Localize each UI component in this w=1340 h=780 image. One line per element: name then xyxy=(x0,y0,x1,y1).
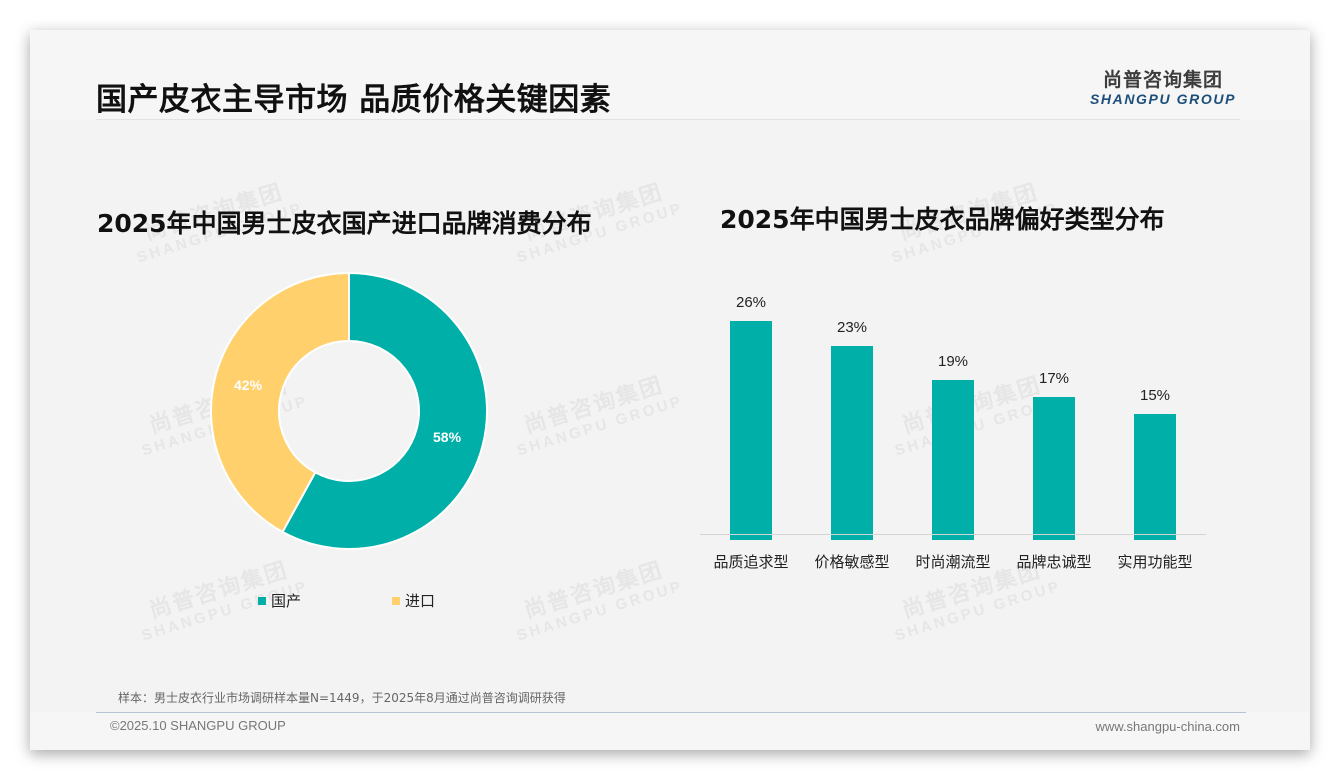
sample-note: 样本：男士皮衣行业市场调研样本量N=1449，于2025年8月通过尚普咨询调研获… xyxy=(118,691,566,705)
slice-label-imported: 42% xyxy=(234,377,263,393)
legend-item-domestic: 国产 xyxy=(258,590,301,611)
bar-value-label: 15% xyxy=(1139,386,1171,404)
donut-slice-domestic xyxy=(281,272,488,550)
bar xyxy=(1033,396,1075,540)
x-axis-line xyxy=(700,534,1206,535)
donut-chart-title: 2025年中国男士皮衣国产进口品牌消费分布 xyxy=(97,209,592,238)
bar-chart-title: 2025年中国男士皮衣品牌偏好类型分布 xyxy=(720,205,1165,234)
x-axis-category-label: 实用功能型 xyxy=(1117,553,1193,571)
bar-value-label: 23% xyxy=(836,319,868,337)
bar-value-label: 17% xyxy=(1038,369,1070,387)
bar xyxy=(932,380,974,540)
bar xyxy=(730,321,772,540)
x-axis-category-label: 品质追求型 xyxy=(713,553,789,571)
page-title: 国产皮衣主导市场 品质价格关键因素 xyxy=(96,82,612,118)
website-link: www.shangpu-china.com xyxy=(1095,719,1240,734)
title-divider xyxy=(96,119,1240,120)
logo-en-text: SHANGPU GROUP xyxy=(1089,91,1237,107)
legend-label: 进口 xyxy=(405,593,436,610)
slice-label-domestic: 58% xyxy=(433,429,462,445)
header-band xyxy=(30,30,1310,120)
donut-chart xyxy=(210,272,488,550)
footer-band xyxy=(30,712,1310,750)
bar-value-label: 26% xyxy=(735,294,767,312)
bar-chart: 26% 23% 19% 17% 15% xyxy=(700,280,1206,540)
legend-swatch-yellow xyxy=(392,596,400,605)
legend-swatch-teal xyxy=(258,596,266,605)
x-axis-category-label: 时尚潮流型 xyxy=(915,553,991,571)
bar xyxy=(831,346,873,540)
footer-divider xyxy=(96,712,1246,713)
copyright: ©2025.10 SHANGPU GROUP xyxy=(110,718,286,733)
company-logo: 尚普咨询集团 SHANGPU GROUP xyxy=(1088,65,1238,107)
slide: 尚普咨询集团 SHANGPU GROUP 尚普咨询集团 SHANGPU GROUP … xyxy=(30,30,1310,750)
bar xyxy=(1134,413,1176,540)
legend-item-imported: 进口 xyxy=(392,590,435,611)
logo-cn-text: 尚普咨询集团 xyxy=(1102,69,1223,91)
x-axis-category-label: 品牌忠诚型 xyxy=(1016,553,1092,571)
legend-label: 国产 xyxy=(271,593,302,610)
donut-slice-imported xyxy=(210,272,350,534)
bar-value-label: 19% xyxy=(937,353,969,371)
x-axis-category-label: 价格敏感型 xyxy=(814,553,890,571)
